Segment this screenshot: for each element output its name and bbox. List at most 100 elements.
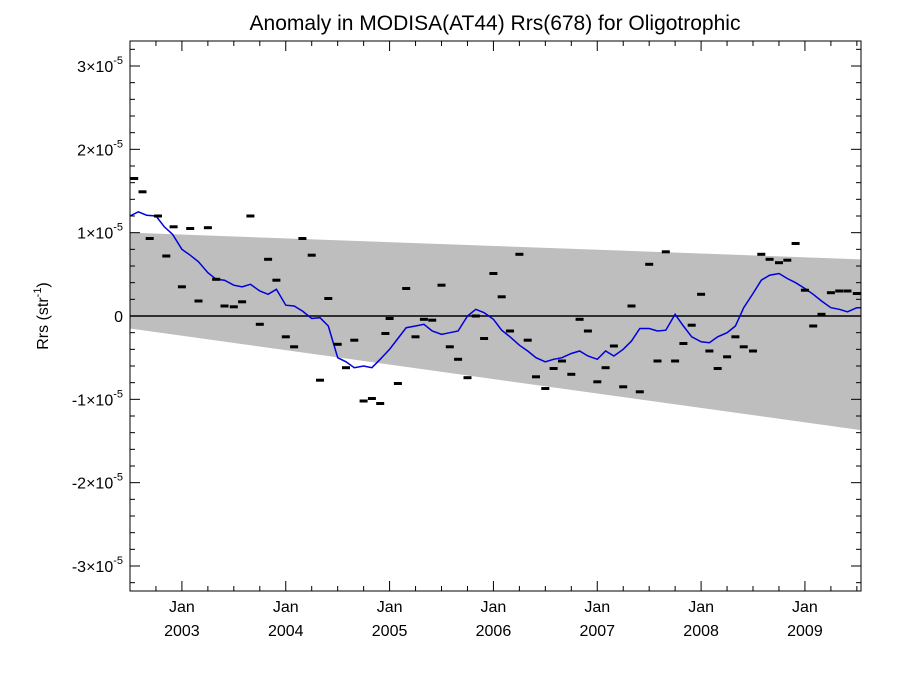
data-point	[653, 359, 662, 363]
data-point	[593, 380, 602, 384]
data-point	[627, 304, 636, 308]
data-point	[697, 292, 706, 296]
data-point	[731, 335, 740, 339]
y-tick-label: 2×10-5	[77, 138, 123, 159]
data-point	[835, 289, 844, 293]
x-tick-year-label: 2008	[683, 623, 719, 640]
data-point	[705, 349, 714, 353]
data-point	[333, 342, 342, 346]
data-point	[687, 323, 696, 327]
data-point	[298, 237, 307, 240]
x-tick-year-label: 2005	[372, 623, 408, 640]
data-point	[506, 329, 514, 333]
envelope-band-layer	[130, 232, 861, 431]
data-point	[255, 322, 264, 326]
x-tick-year-label: 2004	[268, 623, 304, 640]
trend-line	[129, 210, 861, 369]
data-point	[437, 283, 446, 287]
data-point	[765, 257, 774, 261]
data-point	[619, 385, 628, 389]
data-point	[609, 344, 618, 348]
x-tick-year-label: 2009	[787, 623, 823, 640]
data-point	[723, 355, 732, 359]
data-point	[376, 402, 385, 405]
data-point	[212, 277, 221, 281]
data-point	[567, 372, 576, 376]
x-tick-month-label: Jan	[688, 599, 714, 616]
data-point	[739, 345, 748, 349]
x-tick-year-label: 2007	[579, 623, 615, 640]
axes-layer: 3×10-52×10-51×10-50-1×10-5-2×10-5-3×10-5…	[72, 40, 862, 640]
y-tick-exponent: -5	[113, 555, 123, 567]
data-point	[367, 397, 376, 400]
data-point	[385, 317, 394, 320]
y-tick-exponent: -5	[113, 55, 123, 67]
data-point	[800, 288, 809, 292]
x-tick-month-label: Jan	[584, 599, 610, 616]
data-point	[316, 378, 324, 382]
y-tick-exponent: -5	[113, 222, 123, 234]
y-tick-exponent: -5	[113, 388, 123, 400]
data-point	[532, 375, 540, 379]
data-point	[130, 177, 139, 180]
data-point	[852, 292, 861, 295]
data-point	[419, 317, 428, 321]
x-tick-year-label: 2003	[164, 623, 200, 640]
data-point	[635, 390, 644, 394]
data-point	[601, 366, 610, 370]
data-point	[272, 278, 281, 282]
y-tick-label: 1×10-5	[77, 222, 123, 243]
data-point	[281, 335, 290, 339]
data-point	[359, 399, 368, 403]
data-point	[671, 359, 680, 363]
y-tick-mantissa: -1×10	[72, 392, 113, 409]
data-point	[826, 291, 835, 295]
data-point	[497, 295, 506, 299]
data-point	[264, 257, 273, 261]
data-point	[381, 332, 390, 335]
data-point	[324, 297, 333, 300]
chart-title: Anomaly in MODISA(AT44) Rrs(678) for Oli…	[250, 12, 741, 35]
data-point	[393, 382, 402, 385]
data-point	[645, 262, 654, 266]
y-tick-mantissa: -3×10	[72, 559, 113, 576]
data-point	[203, 226, 212, 230]
envelope-band	[130, 232, 861, 431]
y-tick-label: 0	[114, 309, 123, 326]
data-point	[307, 253, 316, 257]
data-point	[843, 289, 852, 293]
data-point	[145, 237, 154, 240]
data-point	[489, 272, 498, 275]
data-point	[480, 337, 489, 340]
y-tick-label: -1×10-5	[72, 388, 123, 409]
y-tick-label: 3×10-5	[77, 55, 123, 76]
data-point	[713, 367, 722, 370]
data-point	[290, 345, 299, 349]
data-point	[558, 359, 566, 363]
data-point	[138, 190, 147, 194]
data-point	[154, 214, 162, 218]
x-tick-month-label: Jan	[481, 599, 507, 616]
y-tick-label: -3×10-5	[72, 555, 123, 576]
y-axis-label-close: )	[35, 282, 52, 287]
y-tick-mantissa: -2×10	[72, 476, 113, 493]
data-point	[575, 317, 584, 321]
x-tick-month-label: Jan	[169, 599, 195, 616]
trend-line-layer	[129, 210, 861, 369]
data-point	[428, 318, 437, 322]
y-tick-mantissa: 0	[114, 309, 123, 326]
x-tick-month-label: Jan	[377, 599, 403, 616]
x-tick-month-label: Jan	[273, 599, 299, 616]
x-tick-month-label: Jan	[792, 599, 818, 616]
y-axis-label-sup: -1	[32, 288, 44, 298]
y-axis-label-main: Rrs (str	[35, 297, 52, 350]
data-point	[783, 258, 792, 262]
data-point	[541, 387, 550, 390]
data-point	[809, 324, 818, 328]
data-point	[817, 312, 826, 316]
data-point	[186, 227, 195, 230]
y-axis-label: Rrs (str-1)	[32, 282, 52, 350]
data-point	[411, 335, 420, 339]
data-point	[229, 305, 238, 309]
